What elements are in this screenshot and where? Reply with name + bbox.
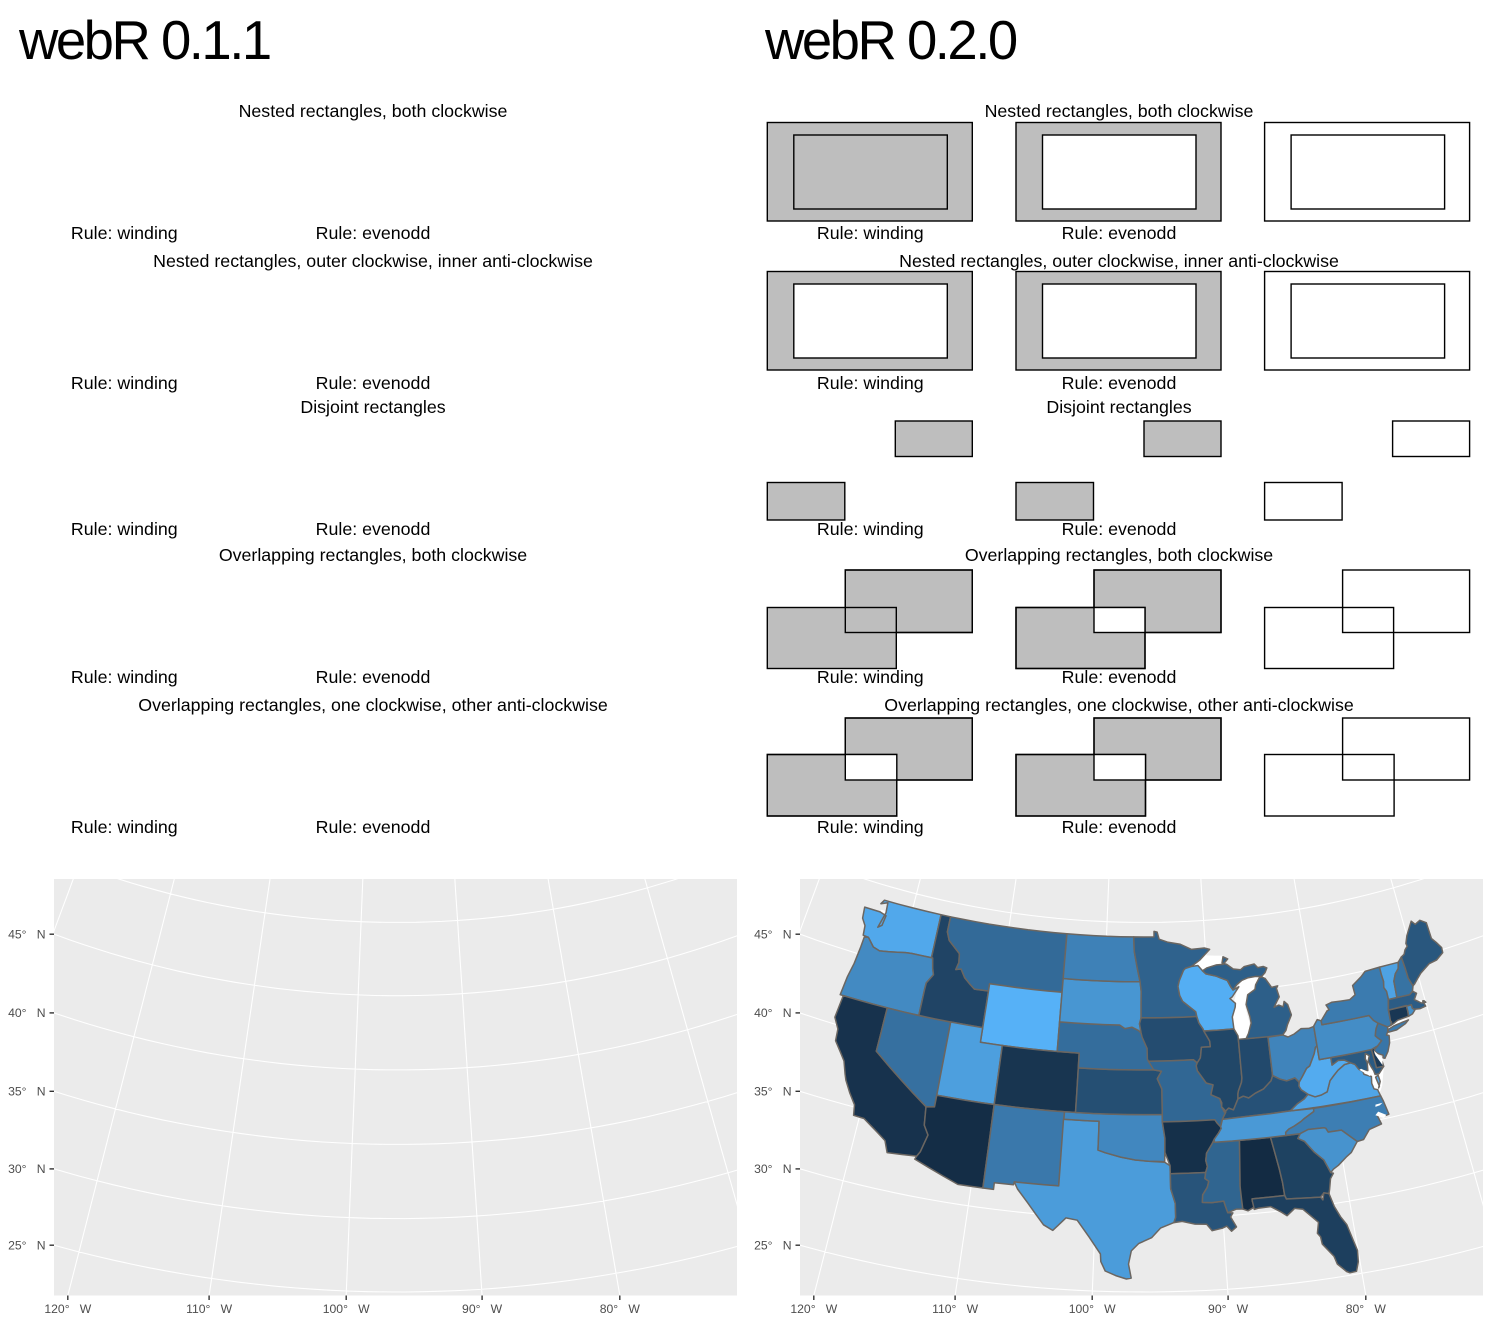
svg-text:45° N: 45° N — [754, 927, 791, 941]
svg-text:80° W: 80° W — [1346, 1302, 1387, 1316]
svg-text:35° N: 35° N — [754, 1085, 791, 1099]
svg-text:40° N: 40° N — [8, 1006, 45, 1020]
svg-text:45° N: 45° N — [8, 927, 45, 941]
svg-text:100° W: 100° W — [323, 1302, 370, 1316]
svg-text:90° W: 90° W — [1208, 1302, 1249, 1316]
svg-text:80° W: 80° W — [600, 1302, 641, 1316]
svg-text:100° W: 100° W — [1069, 1302, 1116, 1316]
svg-text:120° W: 120° W — [790, 1302, 837, 1316]
svg-text:25° N: 25° N — [8, 1238, 45, 1252]
svg-text:40° N: 40° N — [754, 1006, 791, 1020]
svg-text:90° W: 90° W — [462, 1302, 503, 1316]
svg-text:110° W: 110° W — [932, 1302, 978, 1316]
svg-text:30° N: 30° N — [754, 1162, 791, 1176]
svg-text:30° N: 30° N — [8, 1162, 45, 1176]
svg-text:25° N: 25° N — [754, 1238, 791, 1252]
svg-text:120° W: 120° W — [44, 1302, 91, 1316]
svg-text:110° W: 110° W — [186, 1302, 232, 1316]
svg-text:35° N: 35° N — [8, 1085, 45, 1099]
